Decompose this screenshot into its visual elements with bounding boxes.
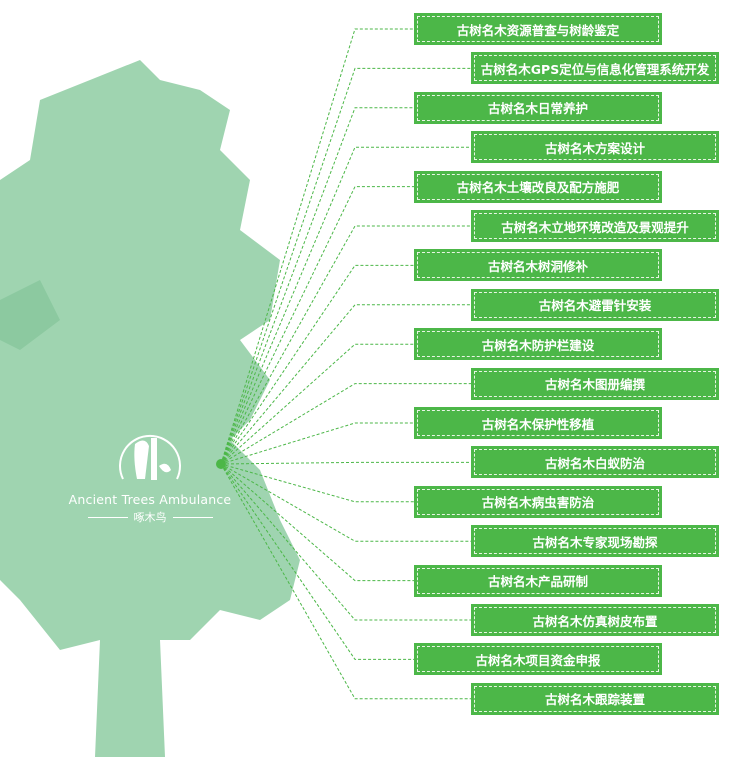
- connector-lines: [220, 28, 471, 700]
- connector-line: [220, 67, 471, 465]
- logo-chinese-text: 啄木鸟: [133, 511, 167, 524]
- service-label: 古树名木防护栏建设: [417, 331, 659, 358]
- service-box: 古树名木资源普查与树龄鉴定: [414, 13, 662, 45]
- woodpecker-logo-icon: [119, 435, 181, 480]
- logo: Ancient Trees Ambulance 啄木鸟: [62, 424, 238, 525]
- service-label: 古树名木项目资金申报: [417, 646, 659, 673]
- service-box: 古树名木方案设计: [471, 131, 719, 164]
- connector-line: [220, 463, 471, 700]
- service-label: 古树名木土壤改良及配方施肥: [417, 173, 659, 200]
- service-box: 古树名木专家现场勘探: [471, 525, 719, 558]
- connector-line: [220, 463, 414, 660]
- connector-line: [220, 463, 471, 542]
- service-box: 古树名木GPS定位与信息化管理系统开发: [471, 52, 719, 85]
- connector-line: [220, 463, 414, 582]
- service-label: 古树名木仿真树皮布置: [474, 607, 716, 633]
- service-label: 古树名木GPS定位与信息化管理系统开发: [474, 55, 716, 82]
- service-label: 古树名木图册编撰: [474, 370, 716, 397]
- connector-line: [220, 28, 414, 465]
- service-box: 古树名木保护性移植: [414, 407, 662, 439]
- connector-line: [220, 422, 414, 465]
- service-box: 古树名木立地环境改造及景观提升: [471, 210, 719, 242]
- service-box: 古树名木病虫害防治: [414, 485, 662, 518]
- connector-line: [220, 383, 471, 465]
- service-box: 古树名木图册编撰: [471, 367, 719, 400]
- connector-line: [220, 107, 414, 465]
- service-label: 古树名木避雷针安装: [474, 291, 716, 318]
- service-label: 古树名木病虫害防治: [417, 488, 659, 515]
- service-box: 古树名木白蚁防治: [471, 446, 719, 479]
- connector-line: [220, 146, 471, 465]
- service-box: 古树名木项目资金申报: [414, 643, 662, 676]
- tree-silhouette: [0, 60, 300, 757]
- service-box: 古树名木防护栏建设: [414, 328, 662, 361]
- service-label: 古树名木专家现场勘探: [474, 528, 716, 555]
- connector-line: [220, 186, 414, 465]
- connector-line: [220, 463, 414, 503]
- service-label: 古树名木方案设计: [474, 134, 716, 161]
- service-box: 古树名木仿真树皮布置: [471, 604, 719, 636]
- service-box: 古树名木日常养护: [414, 91, 662, 124]
- service-box: 古树名木跟踪装置: [471, 682, 719, 715]
- connector-line: [220, 463, 471, 621]
- service-label: 古树名木白蚁防治: [474, 449, 716, 476]
- connector-line: [220, 304, 471, 465]
- service-box: 古树名木产品研制: [414, 564, 662, 597]
- service-label: 古树名木产品研制: [417, 567, 659, 594]
- service-label: 古树名木资源普查与树龄鉴定: [417, 16, 659, 42]
- service-label: 古树名木树洞修补: [417, 252, 659, 279]
- connector-line: [220, 225, 471, 465]
- service-box: 古树名木树洞修补: [414, 249, 662, 282]
- hub-dot: [216, 459, 226, 469]
- service-label: 古树名木立地环境改造及景观提升: [474, 213, 716, 239]
- service-box: 古树名木土壤改良及配方施肥: [414, 170, 662, 203]
- service-label: 古树名木跟踪装置: [474, 685, 716, 712]
- connector-line: [220, 461, 471, 465]
- service-label: 古树名木保护性移植: [417, 410, 659, 436]
- logo-english-text: Ancient Trees Ambulance: [68, 492, 232, 507]
- service-box: 古树名木避雷针安装: [471, 288, 719, 321]
- service-label: 古树名木日常养护: [417, 94, 659, 121]
